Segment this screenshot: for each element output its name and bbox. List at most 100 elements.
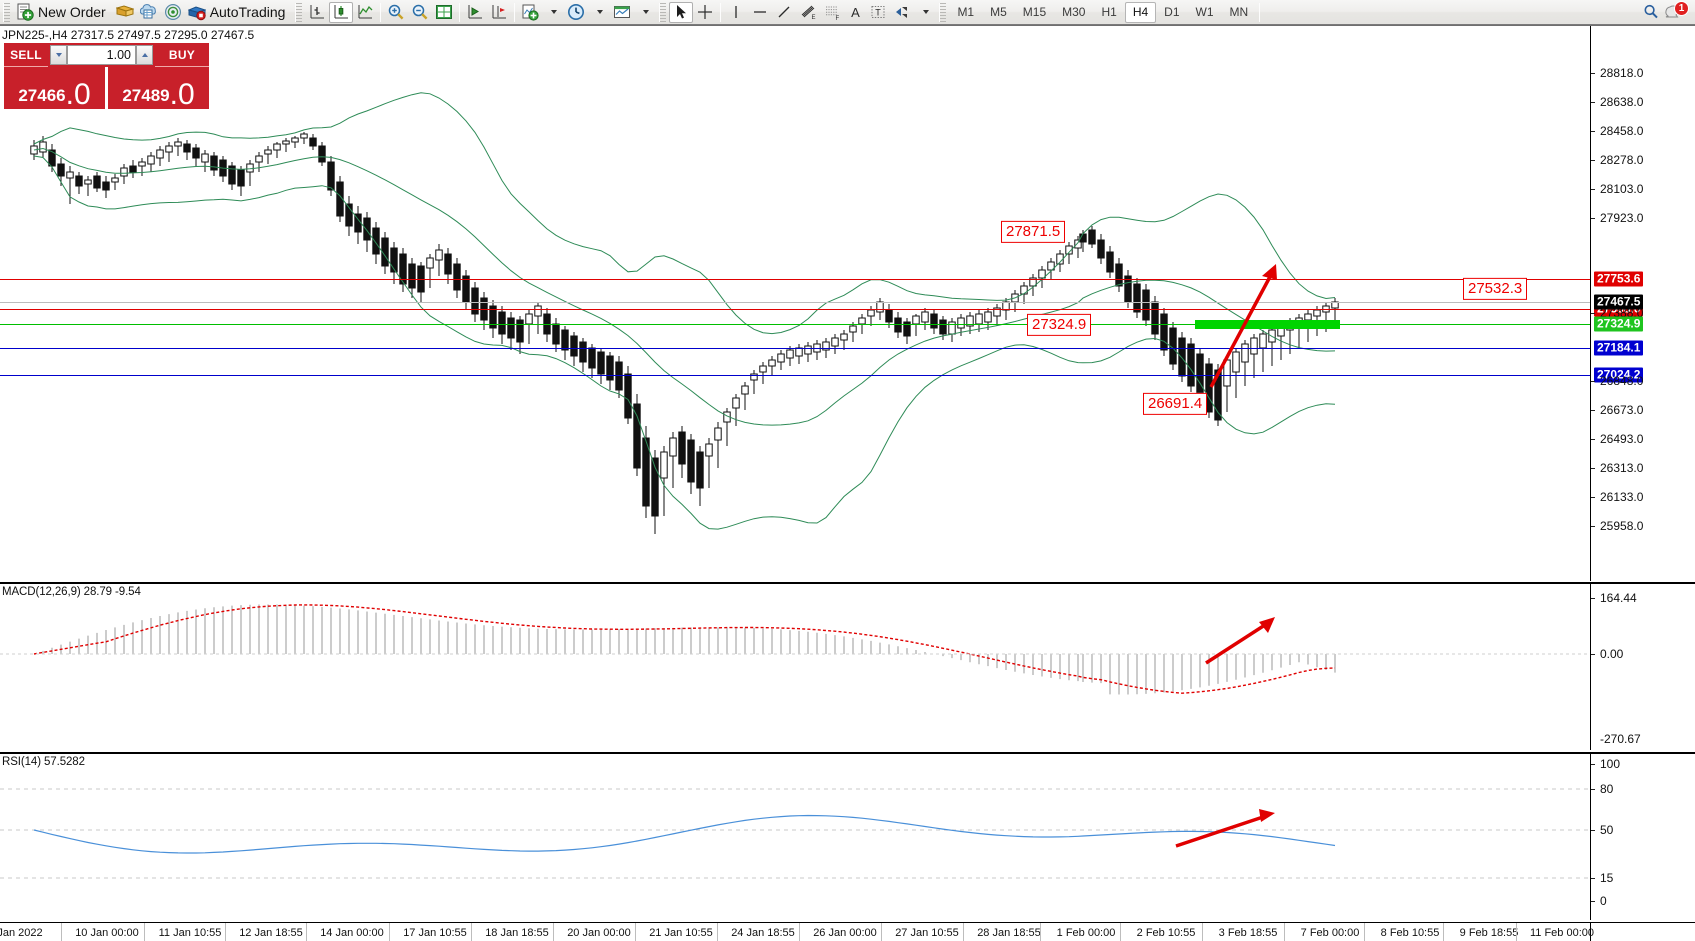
toolbar-grip-2[interactable] [295,2,303,22]
price-annotation-27871-5[interactable]: 27871.5 [1001,220,1066,244]
notifications-button[interactable]: 1 [1663,0,1689,23]
time-separator [717,923,718,941]
price-annotation-26691-4[interactable]: 26691.4 [1143,392,1208,416]
time-separator [306,923,307,941]
chevron-down-icon [597,10,604,14]
timeframe-d1[interactable]: D1 [1164,5,1180,19]
data-window-button[interactable] [137,2,161,23]
vertical-line-button[interactable] [724,2,748,23]
autotrading-button[interactable]: AutoTrading [185,2,293,23]
toolbar-grip-4[interactable] [939,2,947,22]
price-tick-mark [1591,102,1595,103]
volume-input[interactable]: 1.00 [67,45,136,65]
resistance-line-27753[interactable] [0,279,1590,280]
channel-icon: E [802,5,816,21]
period-dropdown[interactable] [588,2,610,23]
price-pane[interactable]: JPN225-,H4 27317.5 27497.5 27295.0 27467… [0,26,1695,581]
price-annotation-27532-3[interactable]: 27532.3 [1463,277,1528,301]
time-tick-label: Jan 2022 [0,927,43,939]
price-plot[interactable] [0,26,1590,581]
volume-increment-button[interactable] [136,45,153,65]
crosshair-tool-button[interactable] [693,2,717,23]
resistance-line-27568[interactable] [0,309,1590,310]
macd-plot[interactable] [0,584,1590,750]
buy-price[interactable]: 27489.0 [108,67,209,109]
trendline-button[interactable] [772,2,796,23]
horizontal-line-icon [754,11,767,13]
time-tick-label: 11 Feb 00:00 [1529,927,1595,939]
zoom-out-button[interactable] [408,2,432,23]
timeframe-m15[interactable]: M15 [1022,5,1047,19]
volume-control[interactable]: 1.00 [48,43,155,67]
indicators-dropdown[interactable] [542,2,564,23]
time-separator [635,923,636,941]
search-button[interactable] [1639,2,1663,23]
rsi-pane[interactable]: RSI(14) 57.5282 100 80 50 15 0 [0,752,1695,920]
navigator-button[interactable] [161,2,185,23]
new-order-button[interactable]: New Order [13,2,113,23]
templates-dropdown[interactable] [634,2,656,23]
price-tick-mark [1591,381,1595,382]
equidistant-channel-button[interactable]: E [796,2,820,23]
price-axis[interactable]: 28818.0 28638.0 28458.0 28278.0 28103.0 27923… [1590,26,1695,581]
toolbar-grip[interactable] [3,2,10,22]
horizontal-line-button[interactable] [748,2,772,23]
sell-button[interactable]: SELL [4,43,48,67]
support-line-27184[interactable] [0,348,1590,349]
buy-button[interactable]: BUY [155,43,209,67]
timeframe-h1[interactable]: H1 [1101,5,1117,19]
price-level-label-27324-9[interactable]: 27324.9 [1594,316,1644,332]
time-tick-label: 8 Feb 10:55 [1380,927,1440,939]
indicators-icon [522,4,540,21]
sell-price[interactable]: 27466.0 [4,67,105,109]
time-tick-label: 28 Jan 18:55 [977,927,1041,939]
arrows-tool-button[interactable] [890,2,914,23]
rsi-plot[interactable] [0,754,1590,920]
macd-pane[interactable]: MACD(12,26,9) 28.79 -9.54 164.44 0.00 -270… [0,582,1695,750]
volume-decrement-button[interactable] [50,45,67,65]
market-watch-button[interactable] [113,2,137,23]
one-click-trading-panel[interactable]: SELL 1.00 BUY 27466.0 27489.0 [4,43,209,113]
price-level-label-27184-1[interactable]: 27184.1 [1594,340,1644,356]
time-tick-label: 12 Jan 18:55 [239,927,303,939]
timeframe-w1[interactable]: W1 [1195,5,1214,19]
rsi-axis[interactable]: 100 80 50 15 0 [1590,754,1695,920]
green-highlight-band[interactable] [1195,320,1340,329]
cursor-tool-button[interactable] [669,1,694,23]
templates-button[interactable] [610,2,634,23]
chart-area[interactable]: JPN225-,H4 27317.5 27497.5 27295.0 27467… [0,25,1695,941]
arrow-cursor-icon [677,5,687,19]
tile-windows-button[interactable] [432,2,456,23]
arrows-dropdown[interactable] [914,2,936,23]
new-order-label: New Order [38,4,106,20]
support-line-27324[interactable] [0,324,1590,325]
chart-shift-button[interactable] [487,2,511,23]
time-axis[interactable]: Jan 2022 10 Jan 00:00 11 Jan 10:55 12 Jan 1… [0,922,1695,941]
zoom-in-button[interactable] [384,2,408,23]
price-level-label-27467-5[interactable]: 27467.5 [1594,294,1644,310]
line-chart-button[interactable] [353,2,377,23]
timeframe-m30[interactable]: M30 [1062,5,1086,19]
text-tool-button[interactable]: A [844,2,866,23]
price-tick-mark [1591,439,1595,440]
price-level-label-27753-6[interactable]: 27753.6 [1594,271,1644,287]
price-tick-mark [1591,526,1595,527]
price-level-label-27024-2[interactable]: 27024.2 [1594,367,1644,383]
bar-chart-button[interactable] [305,2,329,23]
candlestick-chart-button[interactable] [329,1,354,23]
macd-axis[interactable]: 164.44 0.00 -270.67 [1590,584,1695,750]
time-separator [1040,923,1041,941]
timeframe-m5[interactable]: M5 [990,5,1007,19]
support-line-27024[interactable] [0,375,1590,376]
timeframe-mn[interactable]: MN [1229,5,1249,19]
price-tick-28818-0: 28818.0 [1600,66,1644,80]
indicators-button[interactable] [518,2,542,23]
text-label-button[interactable]: T [866,2,890,23]
toolbar-grip-3[interactable] [659,2,667,22]
timeframe-h4[interactable]: H4 [1124,1,1157,23]
auto-scroll-button[interactable] [463,2,487,23]
price-annotation-27324-9[interactable]: 27324.9 [1027,313,1092,337]
timeframe-m1[interactable]: M1 [957,5,975,19]
period-button[interactable] [564,2,588,23]
fibonacci-button[interactable]: F [820,2,844,23]
